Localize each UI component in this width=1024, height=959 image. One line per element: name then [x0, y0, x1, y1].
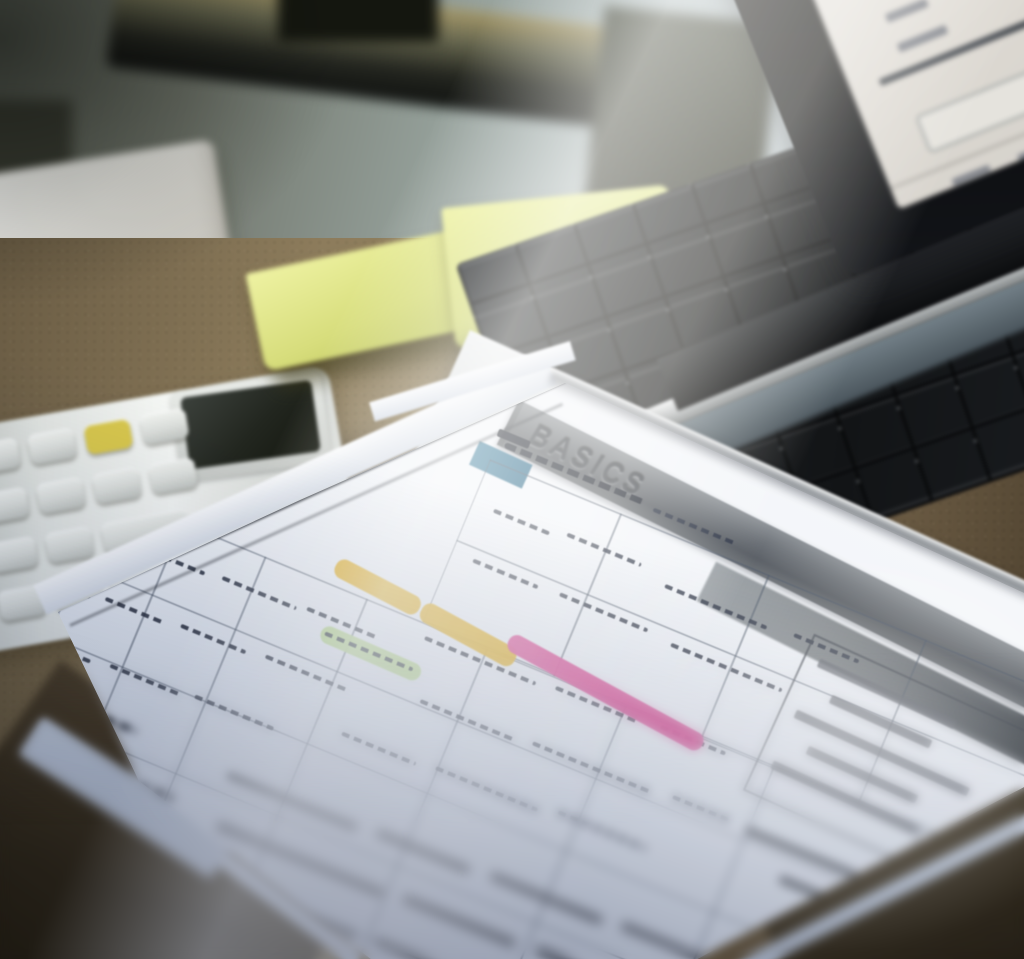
calculator-key: [0, 535, 39, 574]
screen-text-line: [1017, 136, 1024, 162]
calculator-key: [0, 486, 31, 525]
calculator-key: [147, 456, 199, 495]
calculator-key-accent: [83, 417, 134, 456]
calculator-key: [44, 525, 95, 564]
calculator-key: [0, 437, 22, 476]
screen-text-line: [951, 164, 992, 187]
screen-input-field: [915, 2, 1024, 154]
printed-text-bar: [805, 745, 919, 804]
calculator-key: [27, 427, 78, 466]
calculator-key: [91, 466, 143, 505]
screen-text-line: [896, 24, 949, 53]
calculator-key: [35, 476, 87, 515]
calculator-key: [139, 407, 190, 446]
shelf-box: [278, 0, 438, 42]
screen-text-line: [884, 0, 929, 23]
